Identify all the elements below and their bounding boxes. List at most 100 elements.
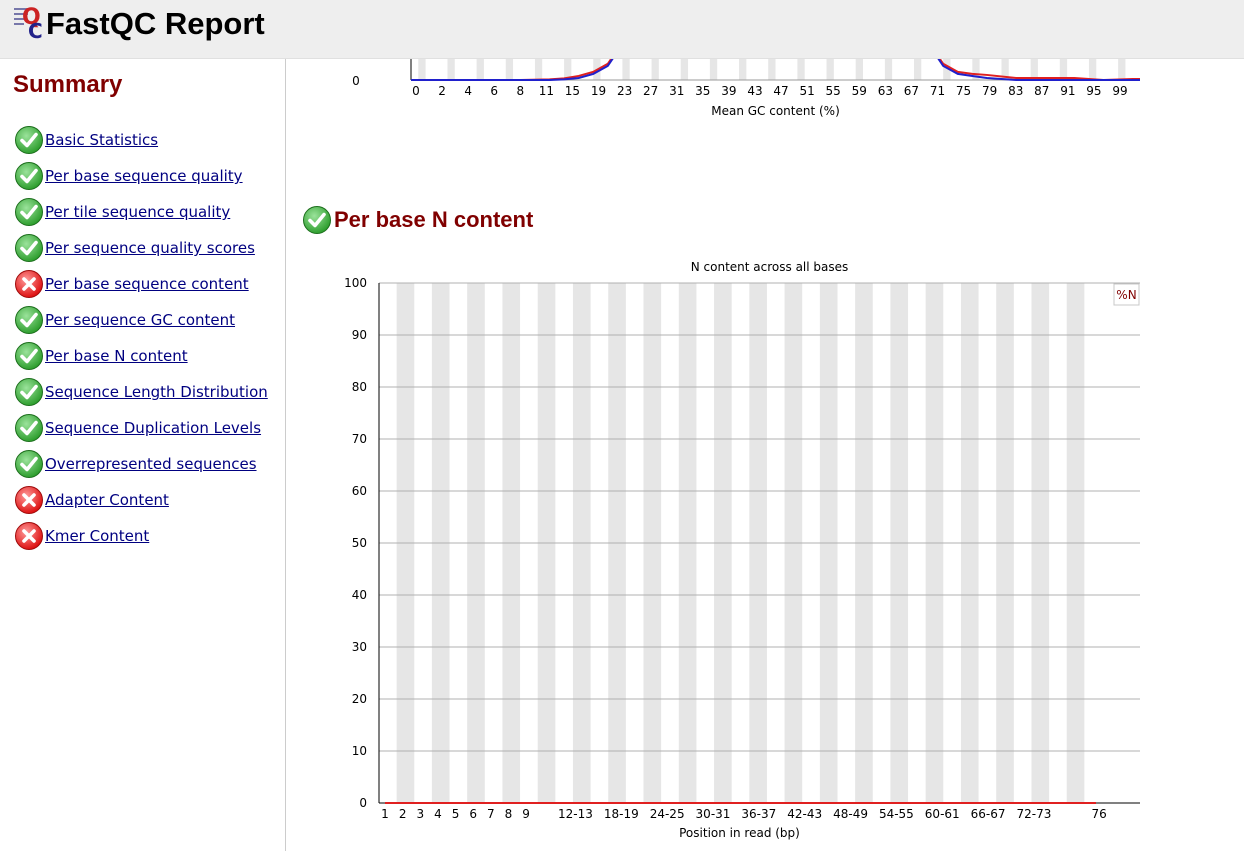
x-tick-label: 19 bbox=[591, 84, 606, 98]
chart-stripe bbox=[447, 59, 455, 80]
sidebar-item[interactable]: Overrepresented sequences bbox=[14, 449, 257, 479]
chart-stripe bbox=[534, 59, 543, 80]
y-tick-label: 70 bbox=[352, 432, 367, 446]
x-tick-label: 47 bbox=[773, 84, 788, 98]
x-tick-label: 6 bbox=[490, 84, 498, 98]
x-tick-label: 36-37 bbox=[741, 807, 776, 821]
fail-icon bbox=[15, 270, 43, 298]
chart-stripe bbox=[680, 59, 689, 80]
x-tick-label: 2 bbox=[399, 807, 407, 821]
y-tick-label: 90 bbox=[352, 328, 367, 342]
main-content: 0 0 2 4 6 8 11 15 19 23 27 31 35 39 43 47 51 55 59 63 67 71 75… bbox=[286, 59, 1244, 851]
chart-stripe bbox=[1088, 59, 1097, 80]
x-tick-label: 5 bbox=[452, 807, 460, 821]
y-tick-label: 10 bbox=[352, 744, 367, 758]
sidebar-item-link[interactable]: Sequence Duplication Levels bbox=[45, 419, 262, 437]
x-tick-label: 4 bbox=[464, 84, 472, 98]
sidebar-item[interactable]: Per sequence GC content bbox=[14, 305, 235, 335]
x-tick-label: 42-43 bbox=[787, 807, 822, 821]
summary-heading: Summary bbox=[13, 71, 123, 98]
gc-series-line bbox=[411, 59, 614, 81]
gc-series-line bbox=[937, 59, 1140, 81]
x-tick-label: 18-19 bbox=[604, 807, 639, 821]
sidebar-item[interactable]: Per sequence quality scores bbox=[14, 233, 255, 263]
y-tick-label: 40 bbox=[352, 588, 367, 602]
chart-stripe bbox=[418, 59, 426, 80]
x-tick-label: 1 bbox=[381, 807, 389, 821]
y-tick-label: 20 bbox=[352, 692, 367, 706]
sidebar-item[interactable]: Basic Statistics bbox=[14, 125, 158, 155]
chart-stripe bbox=[564, 59, 572, 80]
sidebar-item[interactable]: Per base N content bbox=[14, 341, 188, 371]
sidebar-item[interactable]: Sequence Duplication Levels bbox=[14, 413, 261, 443]
x-tick-label: 91 bbox=[1060, 84, 1075, 98]
chart-title: N content across all bases bbox=[691, 260, 849, 274]
x-tick-label: 27 bbox=[643, 84, 658, 98]
x-tick-label: 23 bbox=[617, 84, 632, 98]
x-tick-label: 51 bbox=[799, 84, 814, 98]
x-tick-label: 48-49 bbox=[833, 807, 868, 821]
sidebar-item-link[interactable]: Per tile sequence quality bbox=[45, 203, 231, 221]
chart-stripe bbox=[826, 59, 834, 80]
x-tick-label: 8 bbox=[516, 84, 524, 98]
x-tick-label: 4 bbox=[434, 807, 442, 821]
pass-icon bbox=[15, 450, 43, 478]
chart-stripe bbox=[622, 59, 630, 80]
chart-stripe bbox=[1118, 59, 1126, 80]
y-tick-label: 50 bbox=[352, 536, 367, 550]
sidebar-item-link[interactable]: Kmer Content bbox=[45, 527, 150, 545]
chart-stripe bbox=[651, 59, 659, 80]
x-tick-label: 3 bbox=[416, 807, 424, 821]
sidebar-item[interactable]: Adapter Content bbox=[14, 485, 169, 515]
sidebar-item-link[interactable]: Per sequence quality scores bbox=[45, 239, 255, 257]
sidebar-item-link[interactable]: Per base N content bbox=[45, 347, 188, 365]
x-tick-label: 76 bbox=[1092, 807, 1107, 821]
x-tick-label: 83 bbox=[1008, 84, 1023, 98]
x-tick-label: 99 bbox=[1112, 84, 1127, 98]
svg-text:C: C bbox=[28, 19, 43, 42]
sidebar-item-link[interactable]: Basic Statistics bbox=[45, 131, 159, 149]
x-tick-label: 87 bbox=[1034, 84, 1049, 98]
pass-icon bbox=[15, 234, 43, 262]
x-tick-label: 35 bbox=[695, 84, 710, 98]
sidebar-item-link[interactable]: Adapter Content bbox=[45, 491, 169, 509]
x-tick-label: 2 bbox=[438, 84, 446, 98]
sidebar-item-link[interactable]: Per base sequence quality bbox=[45, 167, 243, 185]
chart-stripe bbox=[768, 59, 776, 80]
chart-stripe bbox=[855, 59, 863, 80]
fastqc-logo-icon: Q C bbox=[14, 5, 43, 42]
x-tick-label: 43 bbox=[747, 84, 762, 98]
chart-stripe bbox=[476, 59, 484, 80]
x-tick-label: 66-67 bbox=[971, 807, 1006, 821]
sidebar-item-link[interactable]: Per base sequence content bbox=[45, 275, 249, 293]
chart-stripe bbox=[709, 59, 718, 80]
legend-box bbox=[1113, 283, 1140, 306]
chart-stripe bbox=[943, 59, 951, 80]
sidebar-item-link[interactable]: Sequence Length Distribution bbox=[45, 383, 268, 401]
chart-stripe bbox=[505, 59, 514, 80]
x-tick-label: 75 bbox=[956, 84, 971, 98]
sidebar-item[interactable]: Sequence Length Distribution bbox=[14, 377, 268, 407]
x-tick-label: 15 bbox=[565, 84, 580, 98]
report-header: Q C FastQC Report bbox=[0, 0, 1244, 59]
x-tick-label: 60-61 bbox=[925, 807, 960, 821]
pass-icon bbox=[15, 198, 43, 226]
summary-sidebar: Summary Basic Statistics Per base sequenc… bbox=[0, 59, 286, 851]
sidebar-item[interactable]: Per tile sequence quality bbox=[14, 197, 230, 227]
chart-stripe bbox=[1059, 59, 1068, 80]
pass-icon bbox=[15, 126, 43, 154]
x-axis-label: Mean GC content (%) bbox=[711, 104, 840, 118]
y-tick-label: 60 bbox=[352, 484, 367, 498]
x-tick-label: 7 bbox=[487, 807, 495, 821]
x-tick-label: 12-13 bbox=[558, 807, 593, 821]
sidebar-item[interactable]: Per base sequence content bbox=[14, 269, 249, 299]
pass-icon bbox=[303, 206, 331, 234]
section-header: Per base N content bbox=[302, 205, 533, 235]
x-tick-label: 6 bbox=[469, 807, 477, 821]
sidebar-item[interactable]: Per base sequence quality bbox=[14, 161, 243, 191]
sidebar-item-link[interactable]: Overrepresented sequences bbox=[45, 455, 257, 473]
x-tick-label: 31 bbox=[669, 84, 684, 98]
pass-icon bbox=[15, 306, 43, 334]
sidebar-item[interactable]: Kmer Content bbox=[14, 521, 149, 551]
sidebar-item-link[interactable]: Per sequence GC content bbox=[45, 311, 236, 329]
